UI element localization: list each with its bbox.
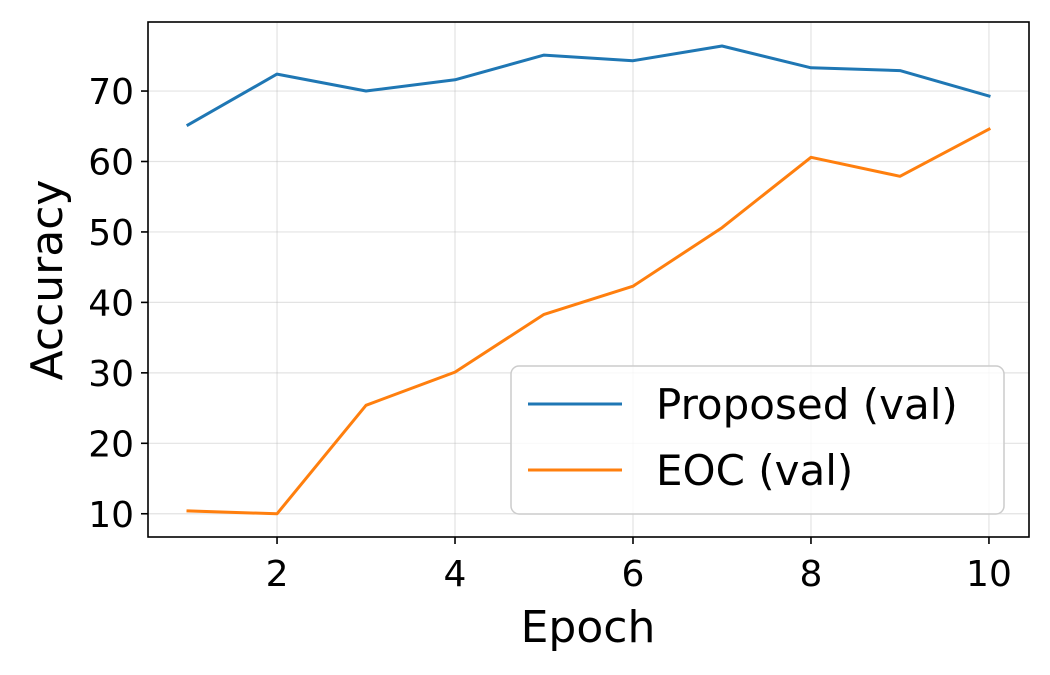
y-tick-label: 30 xyxy=(88,354,134,395)
y-tick-label: 20 xyxy=(88,424,134,465)
y-axis-title: Accuracy xyxy=(22,180,73,381)
y-axis-ticks: 10 20 30 40 50 60 70 xyxy=(88,72,148,536)
legend-label-eoc: EOC (val) xyxy=(656,446,853,495)
y-tick-label: 70 xyxy=(88,72,134,113)
x-tick-label: 2 xyxy=(266,554,289,595)
y-tick-label: 50 xyxy=(88,213,134,254)
y-tick-label: 10 xyxy=(88,495,134,536)
x-axis-ticks: 2 4 6 8 10 xyxy=(266,537,1012,595)
x-tick-label: 4 xyxy=(444,554,467,595)
x-tick-label: 10 xyxy=(966,554,1012,595)
legend-label-proposed: Proposed (val) xyxy=(656,380,958,429)
x-tick-label: 6 xyxy=(622,554,645,595)
x-axis-title: Epoch xyxy=(521,602,656,653)
y-tick-label: 40 xyxy=(88,283,134,324)
series-lines xyxy=(185,44,992,516)
legend: Proposed (val) EOC (val) xyxy=(510,365,1005,515)
plot-frame xyxy=(147,21,1030,538)
series-line-0 xyxy=(185,44,991,127)
legend-box xyxy=(510,365,1005,515)
x-tick-label: 8 xyxy=(800,554,823,595)
y-tick-label: 60 xyxy=(88,142,134,183)
series-line-1 xyxy=(186,127,992,516)
